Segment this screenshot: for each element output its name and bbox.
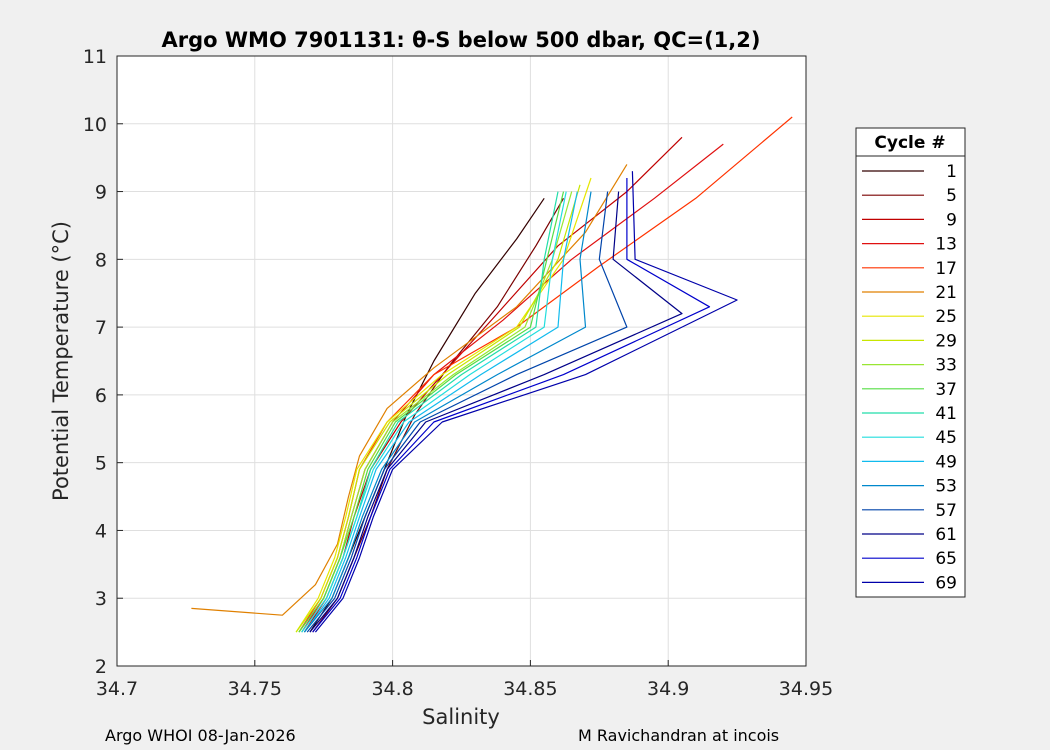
x-tick-label: 34.8: [371, 678, 413, 700]
legend-label-25: 25: [935, 307, 957, 327]
chart-title: Argo WMO 7901131: θ-S below 500 dbar, QC…: [162, 28, 761, 52]
plot-frame: [116, 55, 807, 667]
legend-label-53: 53: [935, 477, 957, 497]
y-tick-label: 3: [95, 588, 107, 610]
series-line-57: [306, 191, 628, 633]
series-line-49: [303, 191, 578, 633]
legend-label-1: 1: [946, 162, 957, 182]
x-tick-label: 34.85: [503, 678, 557, 700]
y-tick-label: 11: [83, 46, 107, 68]
x-tick-label: 34.75: [228, 678, 282, 700]
y-tick-label: 7: [95, 317, 107, 339]
legend-label-17: 17: [935, 259, 957, 279]
legend-label-49: 49: [935, 452, 957, 472]
y-tick-label: 4: [95, 520, 107, 542]
y-tick-label: 5: [95, 453, 107, 475]
x-axis-label: Salinity: [422, 705, 500, 729]
x-tick-label: 34.7: [96, 678, 138, 700]
legend-label-37: 37: [935, 380, 957, 400]
x-ticks: 34.7 34.75 34.8 34.85 34.9 34.95: [96, 660, 833, 700]
legend-label-45: 45: [935, 428, 957, 448]
legend-title: Cycle #: [874, 133, 945, 153]
y-tick-label: 9: [95, 182, 107, 204]
x-tick-label: 34.9: [647, 678, 689, 700]
legend-label-41: 41: [935, 404, 957, 424]
legend-label-21: 21: [935, 283, 957, 303]
legend-label-33: 33: [935, 356, 957, 376]
series-line-21: [191, 164, 628, 616]
legend-label-29: 29: [935, 331, 957, 351]
legend-label-69: 69: [935, 573, 957, 593]
footer-left: Argo WHOI 08-Jan-2026: [105, 726, 296, 745]
y-axis-label: Potential Temperature (°C): [49, 221, 73, 501]
legend-box: [855, 127, 966, 598]
footer-right: M Ravichandran at incois: [578, 726, 779, 745]
series-line-45: [301, 191, 567, 633]
y-tick-label: 2: [95, 656, 107, 678]
grid: [117, 56, 806, 666]
data-lines: [191, 116, 793, 633]
legend-label-13: 13: [935, 235, 957, 255]
legend-entries: 1 5 9 13 17 21 25 29 33 37 41 45 49 53 57 61 65 69: [862, 162, 957, 593]
y-tick-label: 8: [95, 249, 107, 271]
y-ticks: 2 3 4 5 6 7 8 9 10 11: [83, 46, 123, 678]
legend-label-57: 57: [935, 501, 957, 521]
series-line-69: [314, 171, 738, 633]
series-line-61: [309, 191, 683, 633]
y-tick-label: 6: [95, 385, 107, 407]
legend-label-5: 5: [946, 186, 957, 206]
series-line-37: [298, 191, 565, 633]
legend: Cycle # 1 5 9 13 17 21 25 29 33 37 41 45 49 53 57 61 65 6…: [855, 127, 966, 598]
legend-label-61: 61: [935, 525, 957, 545]
plot-area: [117, 56, 806, 666]
legend-label-65: 65: [935, 549, 957, 569]
x-tick-label: 34.95: [779, 678, 833, 700]
legend-label-9: 9: [946, 210, 957, 230]
series-line-53: [303, 191, 592, 633]
y-tick-label: 10: [83, 114, 107, 136]
plot-axes: 34.7 34.75 34.8 34.85 34.9 34.95 2 3 4 5 6 7 8 9 10 11: [83, 46, 833, 700]
series-line-65: [312, 178, 711, 633]
